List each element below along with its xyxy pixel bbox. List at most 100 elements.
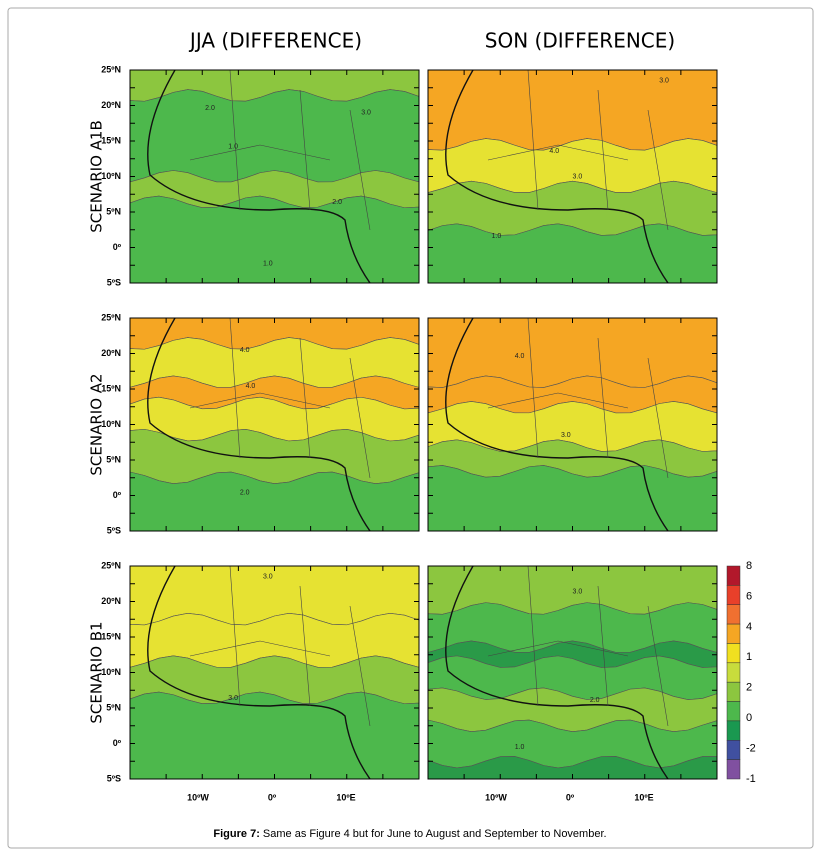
coastline	[445, 318, 669, 531]
lat-label: 25ºN	[101, 560, 121, 570]
contour-band	[130, 471, 419, 531]
contour-band	[428, 318, 717, 388]
contour-label: 3.0	[228, 695, 238, 702]
contour-label: 4.0	[240, 347, 250, 354]
borders	[487, 318, 669, 479]
contour-band	[428, 70, 717, 151]
colorbar-segment	[726, 662, 741, 683]
lat-label: 20ºN	[101, 596, 121, 606]
lon-label: 10ºW	[485, 792, 507, 802]
contour-label: 3.0	[263, 573, 273, 580]
map-panel	[428, 70, 717, 283]
lat-label: 15ºN	[101, 631, 121, 641]
row-label: SCENARIO A2	[88, 373, 106, 475]
colorbar-segment	[726, 643, 741, 664]
contour-band	[130, 691, 419, 779]
contour-label: 3.0	[573, 588, 583, 595]
colorbar-label: 0	[746, 712, 752, 724]
colorbar-segment	[726, 759, 741, 780]
contour-label: 2.0	[332, 199, 342, 206]
contour-band	[428, 756, 717, 779]
lon-label: 0º	[268, 792, 277, 802]
colorbar-label: -1	[746, 773, 756, 785]
colorbar-label: -2	[746, 742, 756, 754]
coastline	[147, 318, 371, 531]
contour-label: 2.0	[590, 697, 600, 704]
contour-label: 3.0	[361, 109, 371, 116]
lat-label: 0º	[113, 490, 122, 500]
coastline	[147, 566, 371, 779]
contour-band	[130, 195, 419, 283]
lat-label: 5ºN	[106, 454, 121, 464]
contour-label: 2.0	[205, 105, 215, 112]
lat-label: 5ºS	[107, 277, 121, 287]
lat-label: 5ºN	[106, 702, 121, 712]
contour-band	[130, 396, 419, 442]
lat-label: 25ºN	[101, 312, 121, 322]
caption-label: Figure 7:	[213, 828, 259, 840]
borders	[189, 566, 371, 727]
lat-label: 10ºN	[101, 667, 121, 677]
contour-label: 4.0	[515, 353, 525, 360]
colorbar-segment	[726, 565, 741, 586]
colorbar-segment	[726, 604, 741, 625]
lat-label: 10ºN	[101, 171, 121, 181]
colorbar-label: 4	[746, 621, 752, 633]
row-label: SCENARIO B1	[88, 621, 106, 723]
lon-label: 0º	[566, 792, 575, 802]
map-panel	[428, 566, 717, 779]
lat-label: 15ºN	[101, 383, 121, 393]
map-panel	[130, 70, 419, 283]
lat-label: 0º	[113, 242, 122, 252]
colorbar-segment	[726, 623, 741, 644]
map-panel	[130, 566, 419, 779]
lat-label: 10ºN	[101, 419, 121, 429]
contour-label: 1.0	[515, 744, 525, 751]
colorbar-label: 6	[746, 590, 752, 602]
contour-label: 1.0	[492, 233, 502, 240]
caption: Figure 7: Same as Figure 4 but for June …	[213, 828, 606, 840]
lat-label: 5ºS	[107, 525, 121, 535]
lat-label: 5ºN	[106, 206, 121, 216]
coastline	[445, 566, 669, 779]
contour-band	[428, 439, 717, 478]
contour-band	[428, 655, 717, 700]
contour-band	[428, 465, 717, 531]
contour-label: 3.0	[659, 77, 669, 84]
colorbar-label: 1	[746, 651, 752, 663]
contour-label: 2.0	[240, 490, 250, 497]
column-title: SON (DIFFERENCE)	[485, 29, 675, 53]
map-panel	[130, 318, 419, 531]
borders	[189, 70, 371, 231]
colorbar-segment	[726, 720, 741, 741]
borders	[487, 566, 669, 727]
colorbar-segment	[726, 585, 741, 605]
contour-label: 1.0	[263, 261, 273, 268]
contour-label: 4.0	[246, 383, 256, 390]
lon-label: 10ºE	[634, 792, 653, 802]
row-label: SCENARIO A1B	[88, 120, 106, 232]
contour-label: 3.0	[561, 432, 571, 439]
caption-text: Same as Figure 4 but for June to August …	[263, 828, 607, 840]
colorbar-segment	[726, 701, 741, 722]
borders	[487, 70, 669, 231]
contour-label: 4.0	[549, 148, 559, 155]
colorbar-label: 2	[746, 682, 752, 694]
map-panel	[428, 318, 717, 531]
colorbar-label: 8	[746, 560, 752, 572]
colorbar-segment	[726, 740, 741, 760]
lat-label: 0º	[113, 738, 122, 748]
lat-label: 25ºN	[101, 64, 121, 74]
lat-label: 15ºN	[101, 135, 121, 145]
lat-label: 5ºS	[107, 773, 121, 783]
contour-label: 1.0	[228, 144, 238, 151]
lon-label: 10ºE	[336, 792, 355, 802]
contour-label: 3.0	[573, 173, 583, 180]
colorbar-segment	[726, 681, 741, 702]
contour-band	[130, 89, 419, 183]
contour-band	[428, 223, 717, 283]
borders	[189, 318, 371, 479]
lat-label: 20ºN	[101, 348, 121, 358]
column-title: JJA (DIFFERENCE)	[188, 29, 362, 53]
